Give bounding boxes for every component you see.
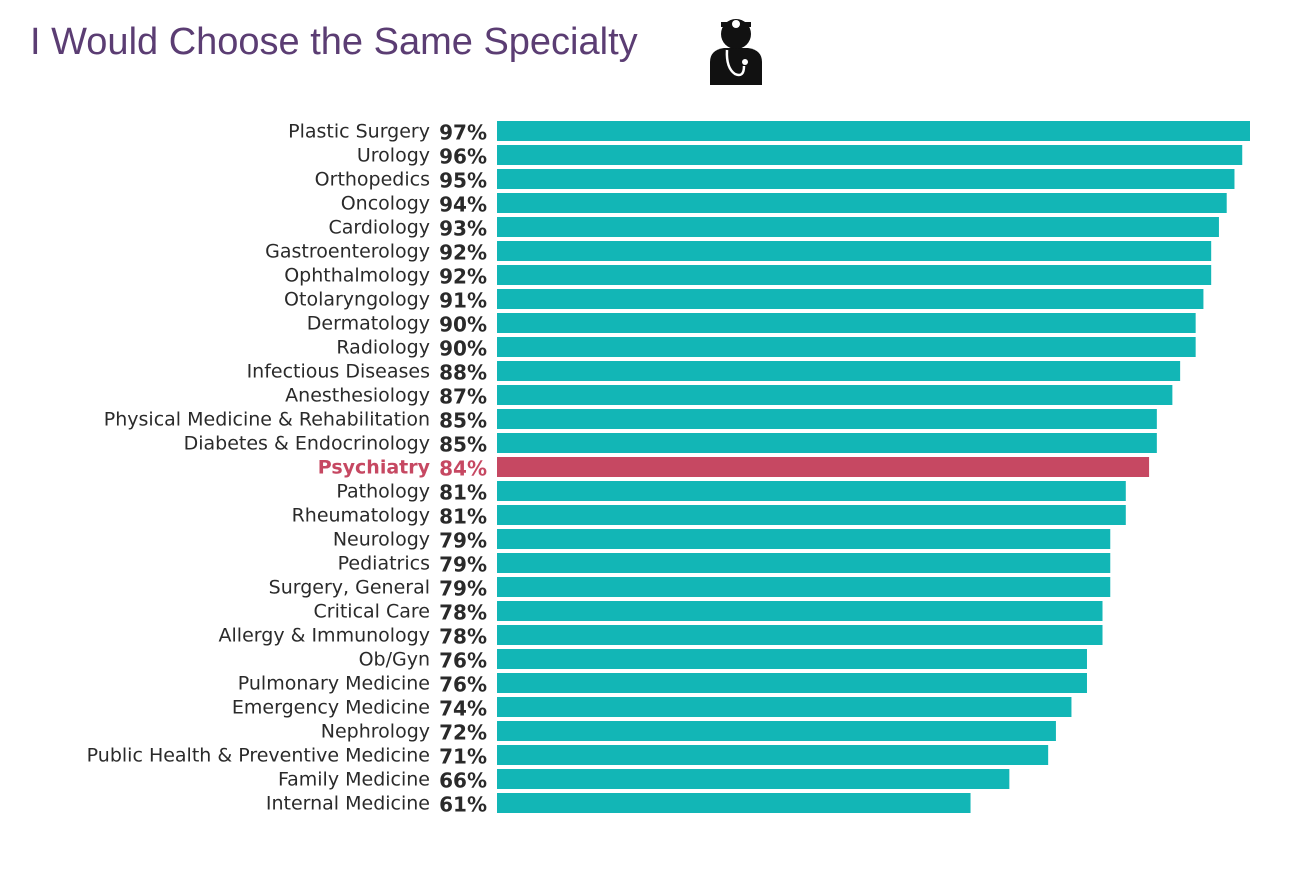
category-label: Pathology [336, 481, 430, 503]
bar [497, 625, 1103, 645]
value-label: 78% [439, 601, 487, 625]
bar [497, 457, 1150, 477]
category-label: Anesthesiology [285, 385, 430, 407]
value-label: 74% [439, 697, 487, 721]
value-label: 61% [439, 793, 487, 817]
category-label: Allergy & Immunology [219, 625, 430, 647]
value-label: 95% [439, 169, 487, 193]
bar [497, 433, 1157, 453]
category-label: Family Medicine [278, 769, 430, 791]
value-label: 97% [439, 121, 487, 145]
value-label: 79% [439, 553, 487, 577]
category-label: Public Health & Preventive Medicine [87, 745, 430, 767]
bar [497, 649, 1087, 669]
category-label: Plastic Surgery [288, 121, 430, 143]
bar [497, 313, 1196, 333]
bar [497, 409, 1157, 429]
bar [497, 121, 1250, 141]
category-label: Oncology [341, 193, 430, 215]
value-label: 72% [439, 721, 487, 745]
value-label: 81% [439, 481, 487, 505]
bar [497, 289, 1204, 309]
value-label: 71% [439, 745, 487, 769]
bar [497, 361, 1181, 381]
chart-title: I Would Choose the Same Specialty [30, 21, 638, 63]
category-label: Orthopedics [315, 169, 430, 191]
category-label: Surgery, General [269, 577, 430, 599]
value-label: 66% [439, 769, 487, 793]
bar [497, 337, 1196, 357]
category-label: Rheumatology [292, 505, 430, 527]
value-label: 94% [439, 193, 487, 217]
doctor-icon [710, 19, 762, 85]
bar [497, 385, 1173, 405]
value-label: 84% [439, 457, 487, 481]
category-label: Neurology [333, 529, 430, 551]
bar [497, 793, 971, 813]
value-label: 91% [439, 289, 487, 313]
value-label: 79% [439, 577, 487, 601]
bar [497, 673, 1087, 693]
value-label: 79% [439, 529, 487, 553]
category-label: Pediatrics [338, 553, 430, 575]
category-label: Critical Care [314, 601, 431, 623]
category-label: Urology [357, 145, 430, 167]
value-label: 90% [439, 337, 487, 361]
bar [497, 745, 1049, 765]
category-label: Infectious Diseases [247, 361, 430, 383]
bar [497, 193, 1227, 213]
value-label: 78% [439, 625, 487, 649]
value-label: 96% [439, 145, 487, 169]
category-label: Radiology [336, 337, 430, 359]
bar [497, 169, 1235, 189]
value-label: 90% [439, 313, 487, 337]
bar [497, 697, 1072, 717]
value-label: 81% [439, 505, 487, 529]
value-label: 76% [439, 673, 487, 697]
category-label: Nephrology [321, 721, 430, 743]
value-label: 92% [439, 265, 487, 289]
value-label: 87% [439, 385, 487, 409]
category-label: Psychiatry [318, 457, 431, 479]
value-label: 93% [439, 217, 487, 241]
bar [497, 553, 1111, 573]
bar [497, 505, 1126, 525]
bar [497, 721, 1056, 741]
bar [497, 769, 1010, 789]
category-label: Diabetes & Endocrinology [184, 433, 430, 455]
category-label: Cardiology [328, 217, 430, 239]
category-label: Ob/Gyn [359, 649, 430, 671]
bar [497, 217, 1219, 237]
bar [497, 601, 1103, 621]
bar [497, 577, 1111, 597]
value-label: 85% [439, 433, 487, 457]
bar [497, 145, 1243, 165]
category-label: Emergency Medicine [232, 697, 430, 719]
bar [497, 265, 1212, 285]
category-label: Dermatology [307, 313, 430, 335]
bar [497, 529, 1111, 549]
category-label: Physical Medicine & Rehabilitation [104, 409, 430, 431]
value-label: 92% [439, 241, 487, 265]
category-label: Gastroenterology [265, 241, 430, 263]
value-label: 85% [439, 409, 487, 433]
category-label: Internal Medicine [266, 793, 430, 815]
bar [497, 241, 1212, 261]
value-label: 88% [439, 361, 487, 385]
category-label: Ophthalmology [284, 265, 430, 287]
category-label: Otolaryngology [284, 289, 430, 311]
bar [497, 481, 1126, 501]
value-label: 76% [439, 649, 487, 673]
category-label: Pulmonary Medicine [238, 673, 430, 695]
